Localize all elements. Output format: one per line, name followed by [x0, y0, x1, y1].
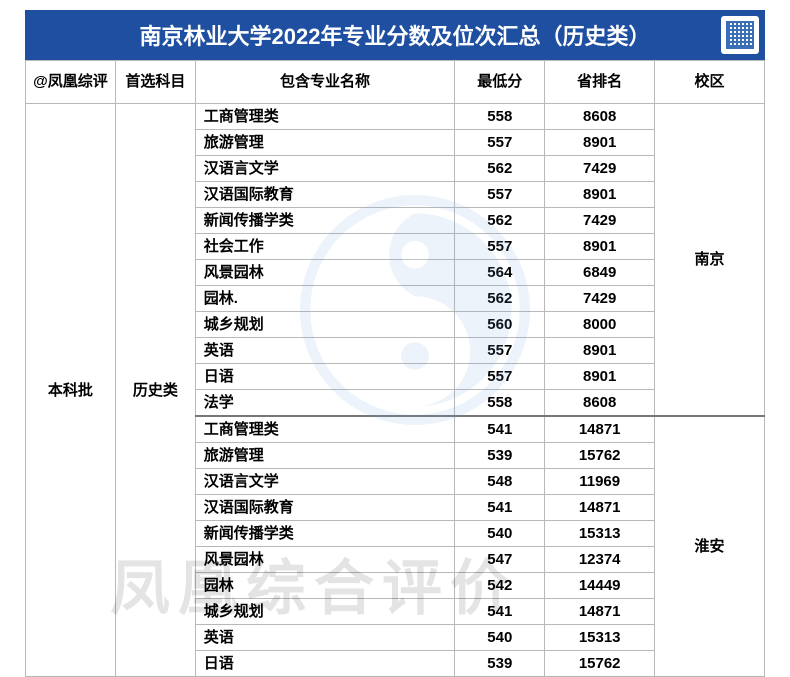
cell-score: 539 — [455, 443, 545, 469]
cell-campus: 淮安 — [655, 416, 765, 677]
page-title: 南京林业大学2022年专业分数及位次汇总（历史类） — [140, 19, 651, 51]
cell-score: 557 — [455, 130, 545, 156]
cell-rank: 11969 — [545, 469, 655, 495]
cell-score: 558 — [455, 390, 545, 417]
cell-rank: 14871 — [545, 599, 655, 625]
cell-major: 园林. — [195, 286, 455, 312]
cell-score: 548 — [455, 469, 545, 495]
cell-major: 园林 — [195, 573, 455, 599]
col-score: 最低分 — [455, 61, 545, 104]
cell-score: 562 — [455, 156, 545, 182]
cell-major: 旅游管理 — [195, 130, 455, 156]
col-campus: 校区 — [655, 61, 765, 104]
cell-rank: 15313 — [545, 625, 655, 651]
cell-score: 562 — [455, 208, 545, 234]
cell-rank: 7429 — [545, 156, 655, 182]
cell-major: 新闻传播学类 — [195, 521, 455, 547]
col-major: 包含专业名称 — [195, 61, 455, 104]
cell-score: 542 — [455, 573, 545, 599]
cell-score: 560 — [455, 312, 545, 338]
cell-rank: 12374 — [545, 547, 655, 573]
cell-major: 汉语国际教育 — [195, 495, 455, 521]
score-table: @凤凰综评 首选科目 包含专业名称 最低分 省排名 校区 本科批历史类工商管理类… — [25, 60, 765, 677]
cell-score: 558 — [455, 104, 545, 130]
cell-score: 557 — [455, 234, 545, 260]
cell-score: 547 — [455, 547, 545, 573]
cell-major: 汉语言文学 — [195, 469, 455, 495]
cell-score: 541 — [455, 599, 545, 625]
cell-major: 风景园林 — [195, 547, 455, 573]
cell-rank: 14871 — [545, 495, 655, 521]
cell-subject: 历史类 — [115, 104, 195, 677]
table-header-row: @凤凰综评 首选科目 包含专业名称 最低分 省排名 校区 — [26, 61, 765, 104]
qr-code-icon — [721, 16, 759, 54]
cell-rank: 8901 — [545, 364, 655, 390]
cell-rank: 8901 — [545, 130, 655, 156]
col-source: @凤凰综评 — [26, 61, 116, 104]
cell-score: 562 — [455, 286, 545, 312]
cell-score: 540 — [455, 521, 545, 547]
cell-rank: 8901 — [545, 182, 655, 208]
cell-score: 557 — [455, 338, 545, 364]
cell-major: 旅游管理 — [195, 443, 455, 469]
cell-major: 英语 — [195, 625, 455, 651]
cell-major: 日语 — [195, 651, 455, 677]
cell-rank: 8901 — [545, 234, 655, 260]
cell-major: 汉语言文学 — [195, 156, 455, 182]
cell-rank: 6849 — [545, 260, 655, 286]
cell-major: 英语 — [195, 338, 455, 364]
cell-score: 541 — [455, 495, 545, 521]
col-rank: 省排名 — [545, 61, 655, 104]
cell-rank: 7429 — [545, 286, 655, 312]
cell-major: 城乡规划 — [195, 312, 455, 338]
cell-batch: 本科批 — [26, 104, 116, 677]
cell-score: 540 — [455, 625, 545, 651]
cell-major: 汉语国际教育 — [195, 182, 455, 208]
cell-score: 541 — [455, 416, 545, 443]
cell-score: 557 — [455, 364, 545, 390]
cell-major: 城乡规划 — [195, 599, 455, 625]
title-bar: 南京林业大学2022年专业分数及位次汇总（历史类） — [25, 10, 765, 60]
col-subject: 首选科目 — [115, 61, 195, 104]
cell-major: 风景园林 — [195, 260, 455, 286]
cell-rank: 15762 — [545, 443, 655, 469]
cell-score: 564 — [455, 260, 545, 286]
cell-major: 社会工作 — [195, 234, 455, 260]
cell-rank: 14449 — [545, 573, 655, 599]
cell-rank: 7429 — [545, 208, 655, 234]
cell-rank: 8608 — [545, 390, 655, 417]
cell-rank: 15762 — [545, 651, 655, 677]
cell-major: 法学 — [195, 390, 455, 417]
cell-major: 工商管理类 — [195, 104, 455, 130]
table-row: 本科批历史类工商管理类5588608南京 — [26, 104, 765, 130]
cell-major: 工商管理类 — [195, 416, 455, 443]
cell-score: 539 — [455, 651, 545, 677]
cell-score: 557 — [455, 182, 545, 208]
cell-rank: 8608 — [545, 104, 655, 130]
cell-rank: 8901 — [545, 338, 655, 364]
cell-rank: 14871 — [545, 416, 655, 443]
cell-rank: 8000 — [545, 312, 655, 338]
cell-campus: 南京 — [655, 104, 765, 417]
cell-major: 新闻传播学类 — [195, 208, 455, 234]
cell-major: 日语 — [195, 364, 455, 390]
cell-rank: 15313 — [545, 521, 655, 547]
